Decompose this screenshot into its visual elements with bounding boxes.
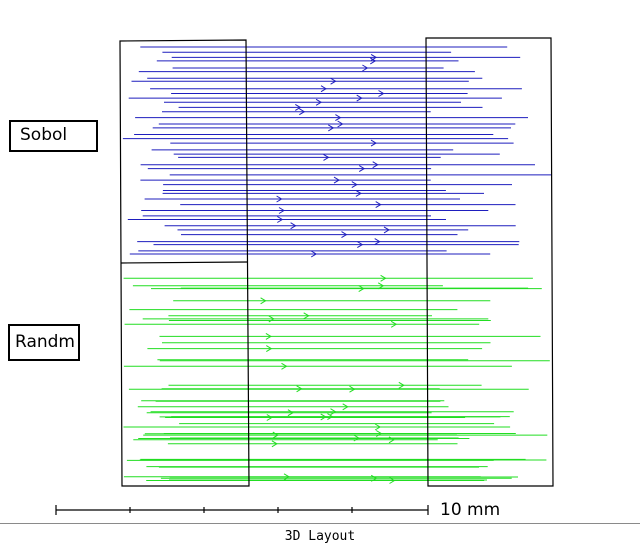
random-arrow-icon — [272, 431, 279, 439]
sobol-arrow-icon — [299, 108, 306, 116]
random-arrow-icon — [281, 362, 288, 370]
sobol-arrow-icon — [335, 114, 342, 122]
sobol-arrow-icon — [277, 216, 284, 223]
random-arrow-icon — [296, 385, 303, 393]
random-arrow-icon — [389, 477, 396, 484]
sobol-arrow-icon — [370, 57, 377, 65]
randm-label: Randm — [8, 324, 80, 361]
right-element-outline — [425, 37, 554, 487]
sobol-arrow-icon — [375, 201, 382, 209]
left-element-divider — [120, 261, 249, 264]
random-arrow-icon — [377, 282, 385, 290]
random-arrow-icon — [265, 332, 272, 340]
sobol-arrow-icon — [355, 189, 362, 197]
random-arrow-icon — [330, 408, 337, 416]
random-arrow-icon — [342, 403, 349, 411]
sobol-ray-group — [122, 46, 552, 258]
sobol-arrow-icon — [278, 207, 285, 214]
sobol-arrow-icon — [310, 250, 318, 258]
random-arrow-icon — [271, 440, 278, 448]
random-arrow-icon — [266, 414, 273, 421]
scale-bar — [55, 505, 429, 515]
sobol-arrow-icon — [378, 90, 385, 97]
sobol-label: Sobol — [9, 120, 98, 152]
sobol-arrow-icon — [374, 238, 381, 246]
sobol-arrow-icon — [370, 139, 377, 147]
sobol-arrow-icon — [323, 153, 330, 161]
random-arrow-icon — [390, 320, 398, 328]
random-arrow-icon — [327, 413, 334, 421]
sobol-arrow-icon — [320, 85, 327, 93]
sobol-arrow-icon — [383, 226, 390, 234]
random-arrow-icon — [303, 312, 310, 320]
random-arrow-icon — [388, 436, 395, 444]
sobol-arrow-icon — [330, 77, 337, 85]
sobol-arrow-icon — [362, 64, 369, 72]
sobol-arrow-icon — [315, 98, 323, 106]
random-arrow-icon — [260, 297, 267, 305]
sobol-arrow-icon — [337, 120, 344, 128]
sobol-arrow-icon — [341, 231, 348, 239]
random-ray-group — [123, 274, 550, 484]
sobol-arrow-icon — [290, 222, 297, 230]
sobol-arrow-icon — [358, 165, 366, 173]
layout-title: 3D Layout — [284, 529, 356, 544]
sobol-arrow-icon — [328, 124, 335, 132]
sobol-arrow-icon — [276, 195, 283, 203]
sobol-arrow-icon — [295, 103, 302, 111]
sobol-arrow-icon — [357, 241, 364, 249]
left-element-outline — [119, 39, 250, 487]
lens-outline-group — [119, 37, 554, 487]
sobol-arrow-icon — [351, 181, 358, 189]
random-arrow-icon — [266, 345, 273, 353]
sobol-arrow-icon — [356, 94, 363, 102]
random-arrow-icon — [398, 381, 405, 389]
random-arrow-icon — [374, 423, 382, 431]
random-arrow-icon — [287, 409, 294, 417]
scale-bar-label: 10 mm — [440, 500, 501, 520]
sobol-arrow-icon — [372, 161, 379, 169]
random-arrow-icon — [380, 274, 387, 282]
sobol-arrow-icon — [333, 176, 340, 184]
layout-title-bar: 3D Layout — [0, 523, 640, 552]
random-arrow-icon — [358, 285, 365, 293]
